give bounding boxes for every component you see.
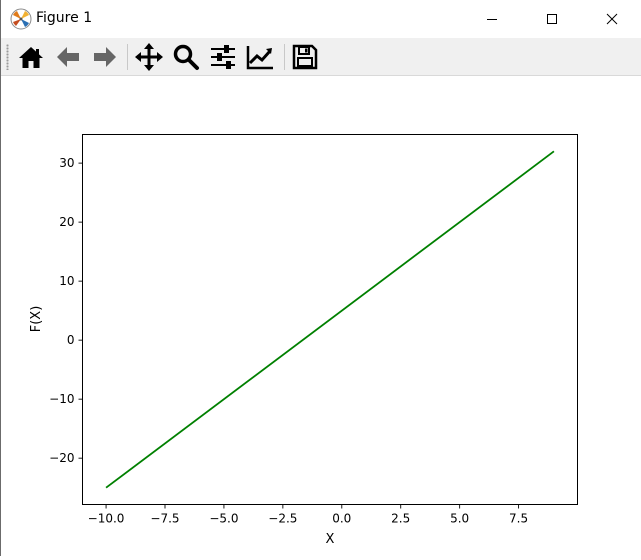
- magnifier-icon: [173, 44, 199, 70]
- navigation-toolbar: [1, 38, 641, 76]
- chart-line-icon: [246, 46, 273, 70]
- minimize-button[interactable]: [469, 0, 515, 38]
- window-title: Figure 1: [36, 10, 93, 26]
- close-icon: [606, 13, 618, 25]
- title-bar: Figure 1: [1, 0, 641, 38]
- y-axis-label: F(X): [29, 306, 44, 333]
- x-tick-label: −7.5: [150, 512, 179, 526]
- maximize-icon: [547, 14, 557, 24]
- edit-axis-button[interactable]: [244, 42, 276, 72]
- configure-subplots-button[interactable]: [207, 42, 239, 72]
- y-tick-label: −20: [49, 451, 74, 465]
- figure-canvas[interactable]: −10.0 −7.5 −5.0 −2.5 0.0 2.5 5.0 7.5 −20 −10 0 10 2…: [1, 77, 641, 556]
- close-button[interactable]: [589, 0, 635, 38]
- home-icon: [19, 47, 43, 68]
- x-tick-label: 7.5: [509, 512, 528, 526]
- matplotlib-logo-icon: [10, 8, 32, 30]
- pan-button[interactable]: [133, 42, 165, 72]
- zoom-button[interactable]: [170, 42, 202, 72]
- arrow-left-icon: [57, 47, 79, 67]
- home-button[interactable]: [15, 42, 47, 72]
- x-tick-label: 0.0: [332, 512, 351, 526]
- save-button[interactable]: [289, 42, 321, 72]
- y-tick-label: −10: [49, 392, 74, 406]
- x-tick-label: −10.0: [88, 512, 125, 526]
- toolbar-separator: [284, 44, 285, 70]
- y-tick-label: 10: [59, 274, 74, 288]
- y-tick-label: 0: [67, 333, 75, 347]
- maximize-button[interactable]: [529, 0, 575, 38]
- arrow-right-icon: [94, 47, 116, 67]
- axes-frame: [82, 134, 578, 505]
- sliders-icon: [211, 45, 235, 69]
- x-tick-label: 2.5: [391, 512, 410, 526]
- y-tick-label: 20: [59, 215, 74, 229]
- minimize-icon: [487, 19, 497, 20]
- floppy-disk-icon: [292, 44, 318, 70]
- x-tick-label: −2.5: [268, 512, 297, 526]
- x-tick-label: 5.0: [450, 512, 469, 526]
- move-arrows-icon: [135, 43, 163, 71]
- toolbar-separator: [127, 44, 128, 70]
- x-tick-label: −5.0: [209, 512, 238, 526]
- toolbar-grip[interactable]: [6, 44, 9, 70]
- forward-button[interactable]: [89, 42, 121, 72]
- back-button[interactable]: [52, 42, 84, 72]
- x-axis-label: X: [326, 532, 335, 547]
- series-line: [105, 150, 555, 489]
- y-tick-label: 30: [59, 156, 74, 170]
- line-chart[interactable]: −10.0 −7.5 −5.0 −2.5 0.0 2.5 5.0 7.5 −20 −10 0 10 2…: [1, 77, 641, 556]
